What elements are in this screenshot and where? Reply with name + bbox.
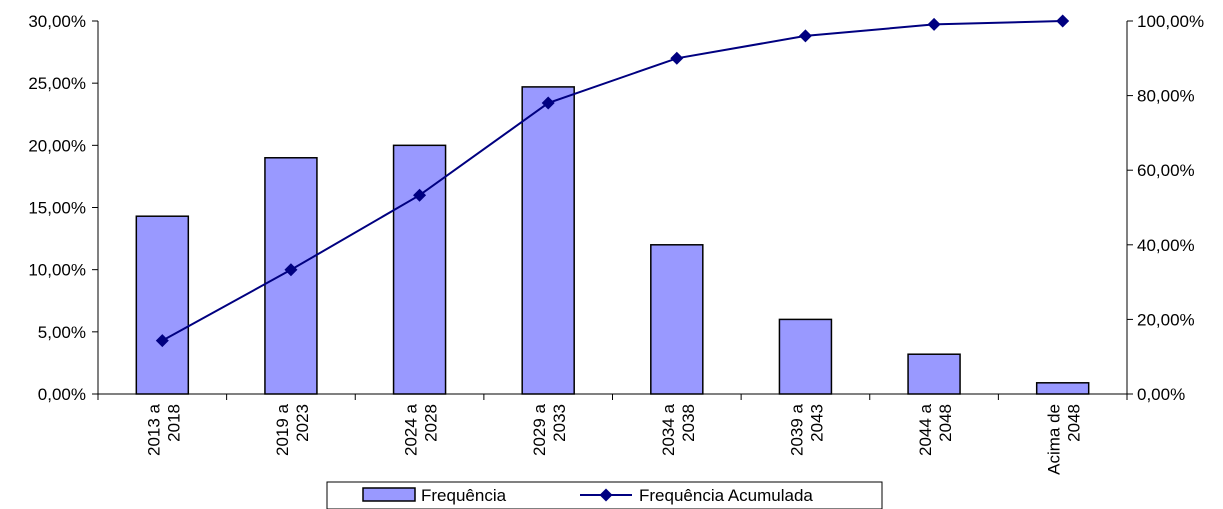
x-tick-label: Acima de2048: [1045, 404, 1084, 475]
bar: [135, 215, 190, 395]
legend-label-acumulada: Frequência Acumulada: [639, 486, 813, 505]
bar: [778, 318, 833, 395]
y-right-tick-label: 40,00%: [1137, 236, 1195, 255]
y-left-tick-label: 5,00%: [38, 323, 86, 342]
x-tick-label: 2029 a2033: [530, 403, 569, 456]
cumulative-line: [161, 20, 1063, 342]
cumulative-point: [670, 51, 684, 65]
legend: Frequência Frequência Acumulada: [326, 481, 883, 509]
y-left-tick-label: 20,00%: [28, 136, 86, 155]
y-right-tick-label: 60,00%: [1137, 161, 1195, 180]
legend-swatch-bar: [362, 487, 416, 502]
cumulative-point: [284, 263, 298, 277]
y-right-tick-label: 20,00%: [1137, 310, 1195, 329]
bar: [521, 86, 575, 395]
y-right-tick-label: 0,00%: [1137, 385, 1185, 404]
bar: [907, 353, 961, 395]
x-tick-label: 2013 a2018: [144, 403, 183, 456]
bar: [650, 244, 704, 395]
y-left-tick-label: 10,00%: [28, 261, 86, 280]
y-right-tick-label: 80,00%: [1137, 87, 1195, 106]
bar: [1035, 382, 1090, 395]
cumulative-point: [1056, 14, 1070, 28]
legend-swatch-marker: [599, 488, 613, 502]
cumulative-point: [541, 96, 555, 110]
cumulative-point: [413, 188, 427, 202]
x-tick-label: 2044 a2048: [916, 403, 955, 456]
x-tick-label: 2034 a2038: [659, 403, 698, 456]
x-tick-label: 2039 a2043: [787, 403, 826, 456]
y-left-tick-label: 15,00%: [28, 199, 86, 218]
cumulative-point: [798, 29, 812, 43]
legend-label-frequencia: Frequência: [421, 486, 507, 505]
y-left-tick-label: 25,00%: [28, 74, 86, 93]
x-tick-label: 2019 a2023: [273, 403, 312, 456]
y-right-tick-label: 100,00%: [1137, 12, 1204, 31]
x-tick-label: 2024 a2028: [402, 403, 441, 456]
bar: [392, 144, 447, 395]
cumulative-point: [927, 17, 941, 31]
cumulative-point: [155, 334, 169, 348]
y-left-tick-label: 0,00%: [38, 385, 86, 404]
y-left-tick-label: 30,00%: [28, 12, 86, 31]
